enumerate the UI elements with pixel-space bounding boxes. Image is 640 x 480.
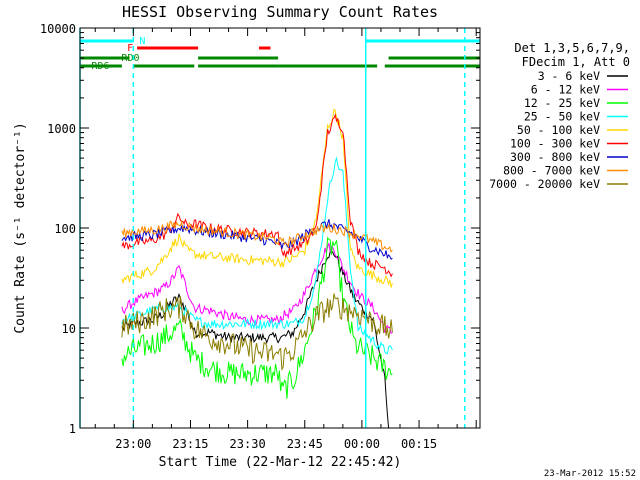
series-line-100-300-kev: [121, 113, 393, 278]
y-tick-label: 100: [54, 222, 76, 236]
x-tick-label: 23:45: [287, 437, 323, 451]
legend-header: Det 1,3,5,6,7,9,: [514, 41, 630, 55]
series-line-12-25-kev: [121, 236, 393, 399]
x-tick-label: 23:00: [115, 437, 151, 451]
legend-label-50-100-kev: 50 - 100 keV: [517, 123, 600, 137]
x-tick-label: 00:15: [401, 437, 437, 451]
legend-label-3-6-kev: 3 - 6 keV: [538, 69, 600, 83]
x-axis-label: Start Time (22-Mar-12 22:45:42): [159, 455, 402, 470]
y-axis-label: Count Rate (s⁻¹ detector⁻¹): [13, 122, 28, 333]
y-axis-ticks: 1 10 100 1000 10000: [40, 22, 480, 436]
flag-label-rd0: RD0: [121, 53, 139, 64]
data-series: [121, 108, 393, 429]
chart-title: HESSI Observing Summary Count Rates: [122, 3, 438, 21]
flag-label-n: N: [139, 36, 145, 47]
series-line-800-7000-kev: [121, 220, 393, 253]
legend-header: FDecim 1, Att 0: [522, 55, 630, 69]
legend-label-300-800-kev: 300 - 800 keV: [510, 150, 600, 164]
series-line-50-100-kev: [121, 108, 393, 289]
plot-frame: [79, 27, 481, 429]
x-axis-ticks: 23:00 23:15 23:30 23:45 00:00 00:15: [94, 28, 477, 451]
x-tick-label: 23:30: [230, 437, 266, 451]
y-tick-label: 10000: [40, 22, 76, 36]
series-line-6-12-kev: [121, 242, 393, 334]
legend-label-100-300-kev: 100 - 300 keV: [510, 137, 600, 151]
legend-label-25-50-kev: 25 - 50 keV: [524, 110, 600, 124]
y-tick-label: 10: [62, 322, 76, 336]
legend-label-800-7000-kev: 800 - 7000 keV: [503, 164, 600, 178]
y-tick-label: 1: [69, 422, 76, 436]
legend-label-12-25-kev: 12 - 25 keV: [524, 96, 600, 110]
legend: Det 1,3,5,6,7,9,FDecim 1, Att 03 - 6 keV…: [489, 41, 630, 191]
flag-label-f: F: [127, 43, 133, 54]
legend-label-7000-20000-kev: 7000 - 20000 keV: [489, 177, 600, 191]
x-tick-label: 00:00: [344, 437, 380, 451]
series-line-7000-20000-kev: [121, 293, 393, 372]
flag-label-rd6: RD6: [91, 61, 109, 72]
orbit-markers: [79, 28, 466, 428]
x-tick-label: 23:15: [172, 437, 208, 451]
y-tick-label: 1000: [47, 122, 76, 136]
legend-label-6-12-kev: 6 - 12 keV: [531, 83, 600, 97]
date-stamp: 23-Mar-2012 15:52: [544, 469, 636, 479]
